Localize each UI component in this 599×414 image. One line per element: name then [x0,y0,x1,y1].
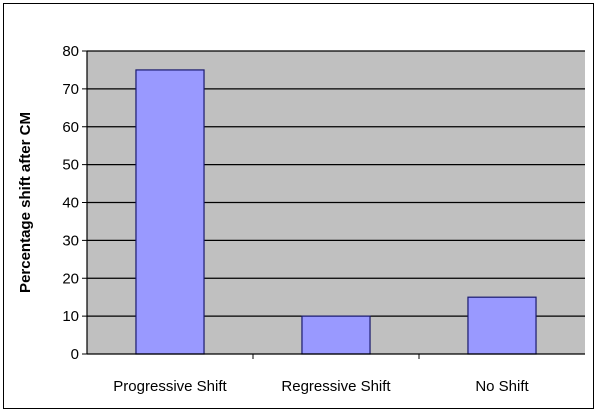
x-category-label-no-shift: No Shift [475,378,529,395]
y-tick-label-50: 50 [62,157,79,174]
y-tick-label-40: 40 [62,195,79,212]
y-tick-label-30: 30 [62,232,79,249]
bar-progressive-shift [135,69,205,355]
x-category-label-progressive-shift: Progressive Shift [113,378,227,395]
y-tick-label-20: 20 [62,270,79,287]
y-tick-label-60: 60 [62,119,79,136]
bars [135,69,537,355]
x-category-label-regressive-shift: Regressive Shift [281,378,391,395]
axes [82,50,585,359]
labels: 0 10 20 30 40 50 60 70 80 Progressive Shift Regres… [62,43,529,395]
bar-regressive-shift [301,315,371,355]
y-tick-label-70: 70 [62,81,79,98]
y-tick-label-0: 0 [71,346,79,363]
y-axis-title: Percentage shift after CM [17,112,34,293]
y-tick-label-80: 80 [62,43,79,60]
y-tick-label-10: 10 [62,308,79,325]
bar-no-shift [467,296,537,355]
